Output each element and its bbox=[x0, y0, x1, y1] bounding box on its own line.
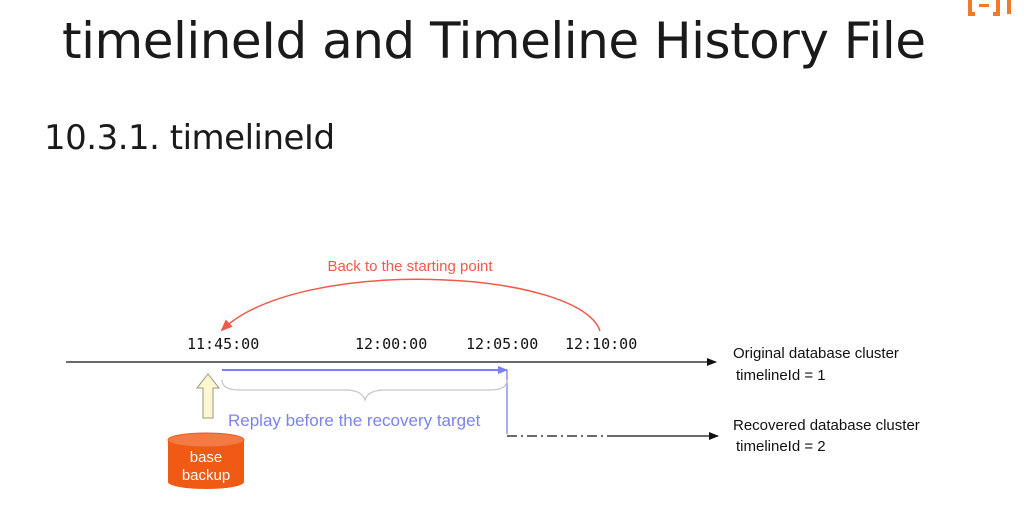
time-label: 12:05:00 bbox=[466, 335, 538, 353]
back-to-start-label: Back to the starting point bbox=[327, 258, 493, 275]
brand-logo-icon bbox=[968, 0, 1011, 16]
replay-label: Replay before the recovery target bbox=[228, 411, 481, 430]
replay-brace bbox=[221, 379, 508, 403]
time-label: 11:45:00 bbox=[187, 335, 259, 353]
recovered-cluster-label: Recovered database cluster bbox=[733, 417, 920, 434]
database-cylinder-icon bbox=[167, 432, 245, 489]
slide-title: timelineId and Timeline History File bbox=[62, 12, 926, 70]
up-arrow-icon bbox=[195, 373, 221, 419]
backup-label-line1: base bbox=[190, 449, 223, 466]
time-label: 12:10:00 bbox=[565, 335, 637, 353]
original-timeline-id: timelineId = 1 bbox=[736, 367, 826, 384]
backup-label-line2: backup bbox=[182, 467, 230, 484]
original-cluster-label: Original database cluster bbox=[733, 345, 899, 362]
section-title: 10.3.1. timelineId bbox=[44, 118, 335, 158]
back-to-start-arrow bbox=[220, 278, 601, 332]
time-label: 12:00:00 bbox=[355, 335, 427, 353]
recovered-timeline-id: timelineId = 2 bbox=[736, 438, 826, 455]
